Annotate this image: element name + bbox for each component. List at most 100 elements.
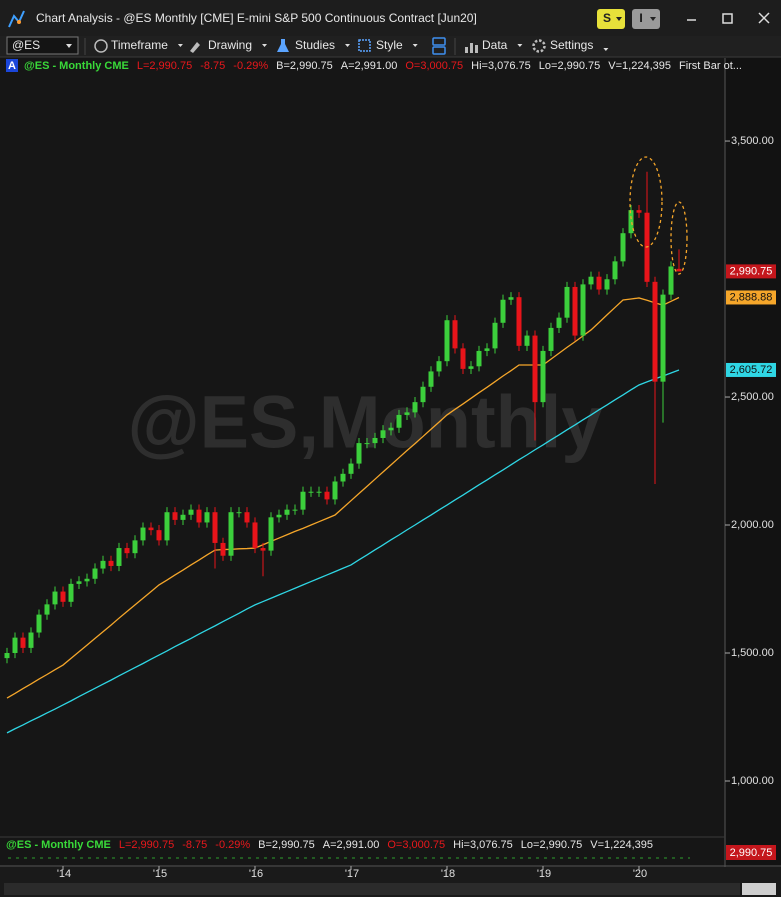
info-field: @ES - Monthly CME xyxy=(6,839,111,851)
candle-body xyxy=(316,491,322,493)
candle-body xyxy=(468,366,474,369)
candle-body xyxy=(652,281,658,382)
toolbar-button[interactable]: Data xyxy=(482,38,508,52)
candle-body xyxy=(292,509,298,511)
candle-body xyxy=(68,583,74,602)
app-icon xyxy=(8,10,25,28)
candle-body xyxy=(564,286,570,318)
candle-body xyxy=(420,386,426,403)
dropdown-arrow xyxy=(517,44,523,47)
toolbar-button[interactable]: Studies xyxy=(295,38,335,52)
candle-body xyxy=(260,548,266,551)
candle-body xyxy=(108,560,114,566)
candle-body xyxy=(524,335,530,346)
candle-body xyxy=(404,412,410,415)
moving-average-line xyxy=(6,296,680,699)
candle-body xyxy=(612,261,618,280)
s-button-arrow xyxy=(616,17,622,21)
x-tick-label: '20 xyxy=(633,868,647,880)
window-title: Chart Analysis - @ES Monthly [CME] E-min… xyxy=(36,11,477,25)
info-field: O=3,000.75 xyxy=(387,839,445,851)
toolbar-button[interactable]: Style xyxy=(376,38,403,52)
candle-body xyxy=(604,279,610,290)
candle-body xyxy=(252,522,258,549)
candle-body xyxy=(380,430,386,438)
toolbar-button[interactable]: Settings xyxy=(550,38,593,52)
dropdown-arrow xyxy=(177,44,183,47)
candle-body xyxy=(276,514,282,518)
candle-body xyxy=(596,276,602,290)
scrollbar-thumb[interactable] xyxy=(742,883,776,895)
candle-body xyxy=(36,614,42,633)
candle-body xyxy=(460,348,466,369)
info-field: Lo=2,990.75 xyxy=(521,839,582,851)
timeframe-icon xyxy=(94,39,108,53)
badge xyxy=(6,59,18,72)
info-field: B=2,990.75 xyxy=(258,839,315,851)
info-field: Hi=3,076.75 xyxy=(453,839,513,851)
price-axis xyxy=(725,58,781,868)
info-field: A=2,991.00 xyxy=(341,60,398,72)
candle-body xyxy=(180,514,186,520)
y-tick-label: 1,000.00 xyxy=(731,775,774,787)
candle-body xyxy=(516,297,522,346)
candle-body xyxy=(268,517,274,551)
price-tag-label: 2,990.75 xyxy=(730,265,773,277)
candle-body xyxy=(196,509,202,523)
i-button[interactable] xyxy=(632,9,660,29)
price-tag xyxy=(726,362,776,377)
dropdown-arrow xyxy=(603,48,609,51)
info-field: Lo=2,990.75 xyxy=(539,60,600,72)
price-tag xyxy=(726,264,776,279)
symbol-dropdown-arrow xyxy=(66,44,72,48)
info-field: O=3,000.75 xyxy=(405,60,463,72)
i-button-arrow xyxy=(650,17,656,21)
candle-body xyxy=(60,591,66,602)
candle-body xyxy=(508,297,514,300)
info-field: -0.29% xyxy=(233,60,268,72)
info-field: V=1,224,395 xyxy=(590,839,653,851)
symbol-box[interactable] xyxy=(6,36,79,55)
info-field: L=2,990.75 xyxy=(137,60,192,72)
candle-body xyxy=(364,443,370,445)
symbol-input[interactable]: @ES xyxy=(12,38,40,52)
close-button[interactable] xyxy=(758,12,770,24)
info-field: B=2,990.75 xyxy=(276,60,333,72)
price-tag-label: 2,605.72 xyxy=(730,364,773,376)
candle-body xyxy=(532,335,538,403)
candle-body xyxy=(548,327,554,351)
badge-label: A xyxy=(8,60,16,72)
candle-body xyxy=(388,427,394,431)
s-button[interactable] xyxy=(597,9,625,29)
y-tick-label: 2,000.00 xyxy=(731,519,774,531)
layout-icon[interactable] xyxy=(432,37,446,55)
bottom-pane-tag xyxy=(726,845,776,860)
dropdown-arrow xyxy=(345,44,351,47)
candle-body xyxy=(132,540,138,554)
y-tick-label: 2,500.00 xyxy=(731,391,774,403)
x-tick-label: '17 xyxy=(345,868,359,880)
candle-body xyxy=(452,320,458,349)
data-icon xyxy=(465,43,478,53)
candle-body xyxy=(308,491,314,493)
info-field: L=2,990.75 xyxy=(119,839,174,851)
i-button-label: I xyxy=(639,11,642,25)
moving-average-line xyxy=(6,369,680,734)
scrollbar-track[interactable] xyxy=(4,883,740,895)
toolbar-button[interactable]: Timeframe xyxy=(111,38,168,52)
candle-body xyxy=(332,481,338,500)
x-tick-label: '19 xyxy=(537,868,551,880)
style-icon xyxy=(358,39,371,52)
candle-body xyxy=(124,548,130,554)
candle-body xyxy=(4,652,10,659)
toolbar-button[interactable]: Drawing xyxy=(208,38,252,52)
maximize-button[interactable] xyxy=(722,13,733,24)
settings-icon xyxy=(532,39,546,53)
info-field: -0.29% xyxy=(215,839,250,851)
dropdown-arrow xyxy=(262,44,268,47)
x-tick-label: '18 xyxy=(441,868,455,880)
info-field: -8.75 xyxy=(182,839,207,851)
candle-body xyxy=(676,268,682,272)
candle-body xyxy=(12,637,18,653)
candle-body xyxy=(76,581,82,584)
